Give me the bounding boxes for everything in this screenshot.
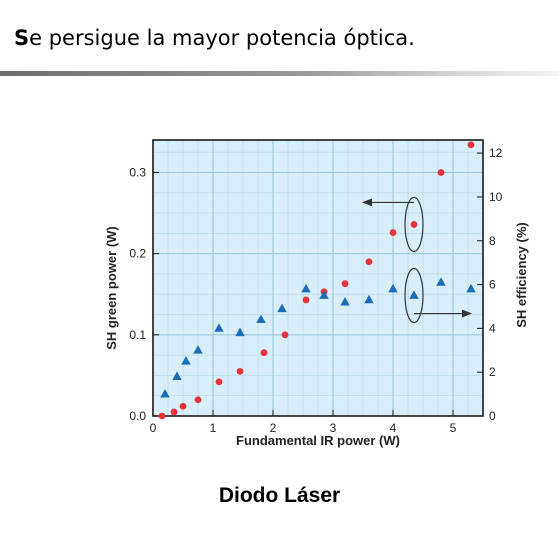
efficiency-point	[466, 283, 476, 293]
x-tick-label: 4	[390, 421, 397, 435]
green-power-point	[170, 408, 178, 416]
green-power-point	[158, 412, 166, 420]
plot-frame	[152, 139, 484, 417]
green-power-point	[194, 396, 202, 404]
green-power-point	[281, 331, 289, 339]
y2-tick-label: 4	[489, 321, 496, 335]
efficiency-point	[193, 345, 203, 354]
efficiency-point	[364, 294, 374, 304]
efficiency-point	[319, 290, 329, 299]
efficiency-point	[181, 356, 191, 365]
grid-lines	[152, 140, 484, 417]
efficiency-point	[340, 296, 350, 306]
green-power-point	[236, 367, 244, 375]
y2-tick-label: 0	[489, 409, 496, 423]
slide-title: Se persigue la mayor potencia óptica.	[14, 26, 415, 50]
plot-border	[152, 139, 484, 417]
x-axis-title: Fundamental IR power (W)	[236, 433, 400, 448]
efficiency-point	[436, 277, 446, 286]
y2-tick-label: 2	[489, 365, 496, 379]
axis-labels: Fundamental IR power (W) SH green power (…	[104, 222, 529, 448]
slide-title-initial: S	[14, 26, 30, 50]
green-power-point	[410, 221, 418, 228]
efficiency-point	[256, 314, 266, 324]
efficiency-point	[172, 371, 182, 380]
y-axis-title: SH green power (W)	[104, 226, 119, 350]
data-series	[158, 141, 476, 420]
y2-tick-label: 10	[489, 190, 503, 204]
y-tick-label: 0.3	[129, 165, 146, 179]
efficiency-point	[388, 283, 398, 293]
x-tick-label: 0	[150, 421, 157, 435]
annotations	[362, 196, 472, 324]
y-tick-label: 0.0	[129, 409, 146, 423]
y-tick-label: 0.1	[129, 328, 146, 342]
green-power-highlight-ellipse	[404, 196, 424, 253]
efficiency-point	[214, 323, 224, 332]
green-power-point	[389, 229, 397, 236]
efficiency-highlight-ellipse	[404, 267, 424, 324]
efficiency-point	[160, 388, 170, 398]
green-power-point	[365, 258, 373, 266]
green-power-point	[215, 378, 223, 386]
green-power-point	[341, 280, 349, 288]
y2-tick-label: 12	[489, 146, 503, 160]
efficiency-point	[301, 283, 311, 293]
y2-axis-title: SH efficiency (%)	[514, 222, 529, 327]
green-power-point	[260, 349, 268, 357]
x-tick-label: 5	[450, 421, 457, 435]
x-tick-label: 1	[210, 421, 217, 435]
efficiency-point	[409, 290, 419, 299]
y2-tick-label: 6	[489, 278, 496, 292]
x-tick-label: 3	[330, 421, 337, 435]
y-tick-label: 0.2	[129, 247, 146, 261]
x-tick-label: 2	[270, 421, 277, 435]
efficiency-point	[235, 327, 245, 337]
slide-title-text: e persigue la mayor potencia óptica.	[29, 26, 415, 50]
green-power-point	[302, 296, 310, 304]
green-power-point	[437, 169, 445, 176]
title-divider	[0, 71, 559, 76]
green-power-point	[179, 402, 187, 410]
green-power-point	[467, 141, 475, 149]
efficiency-point	[277, 303, 287, 313]
y2-tick-label: 8	[489, 234, 496, 248]
chart-caption: Diodo Láser	[218, 484, 341, 507]
